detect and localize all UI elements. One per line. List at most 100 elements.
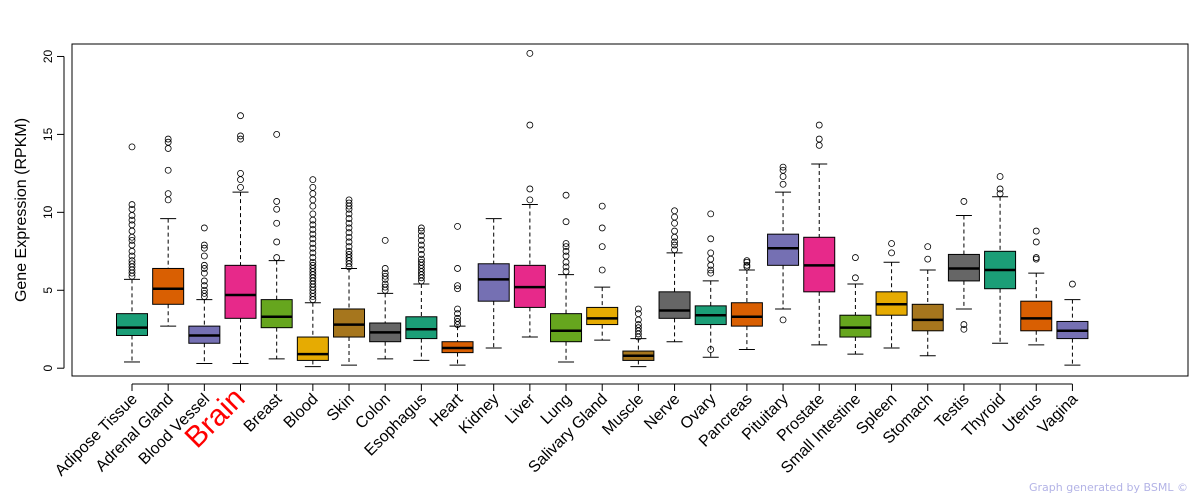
outlier-point: [309, 240, 317, 247]
outlier-point: [417, 236, 425, 244]
outlier-point: [237, 176, 244, 184]
outlier-point: [454, 310, 461, 318]
outlier-point: [454, 318, 461, 325]
outlier-point: [707, 235, 715, 243]
outlier-point: [309, 221, 317, 229]
outlier-point: [598, 266, 606, 274]
x-category-label: Vagina: [1035, 391, 1081, 437]
outlier-point: [273, 219, 281, 227]
outlier-point: [273, 238, 281, 246]
outlier-point: [200, 265, 208, 272]
outlier-point: [345, 233, 353, 241]
outlier-point: [417, 227, 425, 235]
y-tick-label: 20: [41, 49, 55, 63]
x-category-label: Muscle: [599, 391, 647, 439]
outlier-point: [345, 202, 353, 210]
outlier-point: [273, 131, 281, 138]
outlier-point: [128, 216, 136, 224]
outlier-point: [526, 196, 534, 204]
outlier-point: [671, 246, 678, 254]
box-uterus: [1020, 300, 1053, 332]
outlier-point: [417, 241, 425, 249]
outlier-point: [237, 169, 244, 177]
outlier-point: [815, 135, 823, 143]
outlier-point: [309, 254, 317, 261]
outlier-point: [924, 243, 932, 251]
outlier-point: [309, 190, 317, 198]
x-category-label: Kidney: [456, 391, 503, 438]
outlier-point: [417, 251, 425, 258]
outlier-point: [309, 202, 317, 210]
outlier-point: [562, 218, 570, 226]
box-kidney: [477, 263, 510, 302]
box-lung: [550, 313, 583, 343]
outlier-point: [671, 207, 678, 215]
x-category-label: Breast: [241, 390, 286, 435]
outlier-point: [345, 229, 353, 237]
y-axis-title: Gene Expression (RPKM): [13, 118, 30, 302]
box-brain: [224, 264, 257, 319]
outlier-point: [128, 269, 136, 277]
box-skin: [333, 308, 366, 338]
outlier-point: [200, 241, 208, 249]
outlier-point: [815, 121, 823, 129]
outlier-point: [562, 268, 570, 275]
outlier-point: [345, 263, 353, 271]
outlier-point: [671, 241, 678, 249]
outlier-point: [164, 166, 172, 174]
outlier-point: [381, 283, 389, 291]
outlier-point: [598, 224, 606, 232]
outlier-point: [671, 233, 678, 241]
outlier-point: [707, 269, 715, 277]
outlier-point: [128, 252, 136, 260]
box-adipose-tissue: [116, 313, 148, 336]
outlier-point: [1032, 238, 1040, 246]
outlier-point: [924, 255, 932, 263]
outlier-point: [454, 222, 461, 230]
outlier-point: [707, 346, 715, 353]
outlier-point: [454, 321, 461, 328]
outlier-point: [273, 198, 281, 205]
outlier-point: [562, 263, 570, 271]
outlier-point: [671, 227, 678, 235]
outlier-point: [128, 143, 136, 151]
box-salivary-gland: [586, 306, 619, 326]
outlier-point: [237, 112, 244, 120]
outlier-point: [417, 224, 425, 232]
outlier-point: [309, 210, 317, 218]
outlier-point: [309, 230, 317, 238]
outlier-point: [707, 261, 715, 269]
outlier-point: [562, 247, 570, 255]
outlier-point: [634, 305, 642, 313]
outlier-point: [417, 232, 425, 240]
outlier-point: [671, 213, 678, 221]
outlier-point: [634, 333, 642, 341]
outlier-point: [454, 285, 461, 293]
outlier-point: [1069, 280, 1076, 288]
box-blood: [296, 336, 329, 361]
outlier-point: [345, 224, 353, 232]
bsml-credit: Graph generated by BSML ©: [1029, 481, 1188, 494]
outlier-point: [309, 183, 317, 191]
outlier-point: [562, 191, 570, 199]
outlier-point: [671, 219, 678, 227]
outlier-point: [707, 249, 715, 257]
y-tick-label: 5: [41, 287, 55, 294]
outlier-point: [309, 226, 317, 233]
outlier-point: [562, 240, 570, 247]
x-category-label: Blood: [281, 391, 322, 432]
outlier-point: [237, 183, 244, 191]
outlier-point: [237, 135, 244, 143]
outlier-point: [345, 219, 353, 227]
outlier-point: [671, 238, 678, 246]
outlier-point: [273, 205, 281, 213]
outlier-point: [200, 261, 208, 269]
outlier-point: [960, 321, 968, 328]
outlier-point: [996, 185, 1004, 193]
outlier-point: [345, 238, 353, 246]
outlier-point: [454, 305, 461, 313]
outlier-point: [888, 249, 895, 257]
outlier-point: [128, 201, 136, 208]
outlier-point: [996, 190, 1004, 198]
